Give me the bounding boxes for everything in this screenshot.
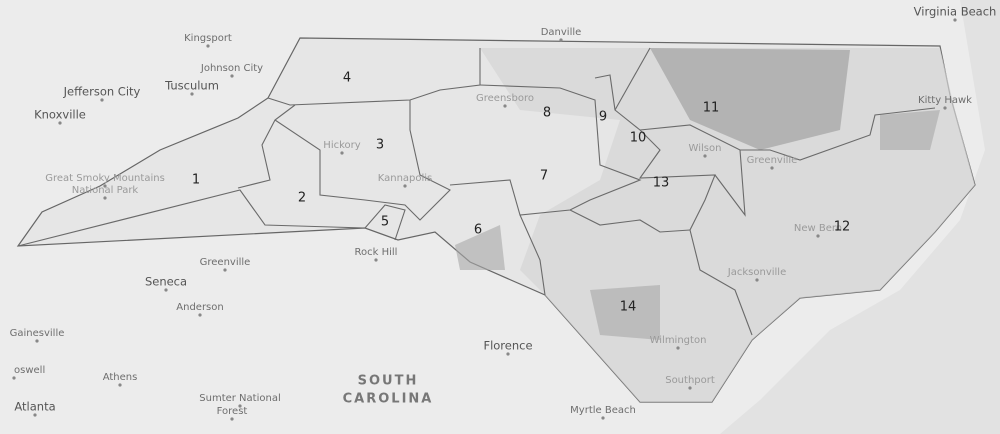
place-dot [403,184,407,188]
place-dot [118,383,122,387]
district-label: 2 [298,191,306,206]
place-label: Hickory [323,140,360,151]
place-label: Danville [541,27,582,38]
place-label: Jacksonville [727,267,786,278]
place-label: Kitty Hawk [918,95,972,106]
place-dot [198,313,202,317]
place-label: Gainesville [10,328,65,339]
district-label: 13 [653,176,670,191]
place-label: Atlanta [14,400,55,414]
district-boundaries [17,47,936,336]
place-dot [559,38,563,42]
place-label: Virginia Beach [914,5,997,19]
place-dot [503,104,507,108]
place-label: Greenville [200,257,251,268]
boundary [267,48,481,106]
place-label: New Bern [794,223,842,234]
place-dot [238,404,242,408]
boundary [519,214,546,296]
place-label: Kannapolis [378,173,433,184]
place-dot [100,98,104,102]
place-dot [506,352,510,356]
place-dot [206,44,210,48]
place-dot [12,376,16,380]
place-dot [755,278,759,282]
district-label: 11 [703,101,720,116]
place-label: Wilmington [650,335,707,346]
place-label: Anderson [176,302,223,313]
place-label: Wilson [689,143,722,154]
place-label: Greensboro [476,93,534,104]
place-label: oswell [14,365,45,376]
place-label: Seneca [145,275,187,289]
boundary [237,104,296,189]
district-label: 4 [343,71,351,86]
boundary [614,47,651,111]
place-dot [703,154,707,158]
place-dot [103,196,107,200]
place-label: Johnson City [200,63,263,74]
place-label: Jefferson City [63,85,141,99]
place-dot [164,288,168,292]
place-label: Florence [483,339,532,353]
boundary [639,107,936,161]
district-label: 8 [543,106,551,121]
place-dot [953,18,957,22]
dense-region [650,48,850,150]
place-dot [103,184,107,188]
boundary [274,100,451,221]
place-dot [35,339,39,343]
place-label: Kingsport [184,33,232,44]
place-label: Athens [103,372,138,383]
place-dot [688,386,692,390]
place-dot [58,121,62,125]
district-label: 10 [630,131,647,146]
place-label: Sumter National [199,393,280,404]
place-label: Rock Hill [355,247,398,258]
place-dot [676,346,680,350]
district-label: 1 [192,173,200,188]
boundary [594,74,753,336]
place-dot [230,417,234,421]
place-dot [190,92,194,96]
place-dot [816,234,820,238]
district-label: 7 [540,169,548,184]
district-label: 14 [620,300,637,315]
place-dot [374,258,378,262]
place-dot [340,151,344,155]
district-label: 5 [381,215,389,230]
district-label: 9 [599,110,607,125]
place-label: Myrtle Beach [570,405,636,416]
place-dot [230,74,234,78]
ocean [720,0,1000,434]
place-label: National Park [72,185,139,196]
region-label: SOUTH [358,374,419,389]
district-label: 12 [834,220,851,235]
region-label: CAROLINA [343,392,434,407]
boundary [569,209,691,233]
boundary [17,189,366,247]
place-dot [770,166,774,170]
place-label: Tusculum [164,79,219,93]
boundary [449,84,642,216]
place-label: Southport [665,375,715,386]
boundary [714,149,746,217]
district-label: 3 [376,138,384,153]
place-label: Great Smoky Mountains [45,173,165,184]
boundary [364,204,406,241]
place-dot [943,106,947,110]
place-dot [223,268,227,272]
place-label: Knoxville [34,108,86,122]
place-dot [601,416,605,420]
place-label: Forest [217,406,248,417]
district-label: 6 [474,223,482,238]
shaded-area [455,110,940,340]
place-label: Greenville [747,155,798,166]
place-dot [33,413,37,417]
